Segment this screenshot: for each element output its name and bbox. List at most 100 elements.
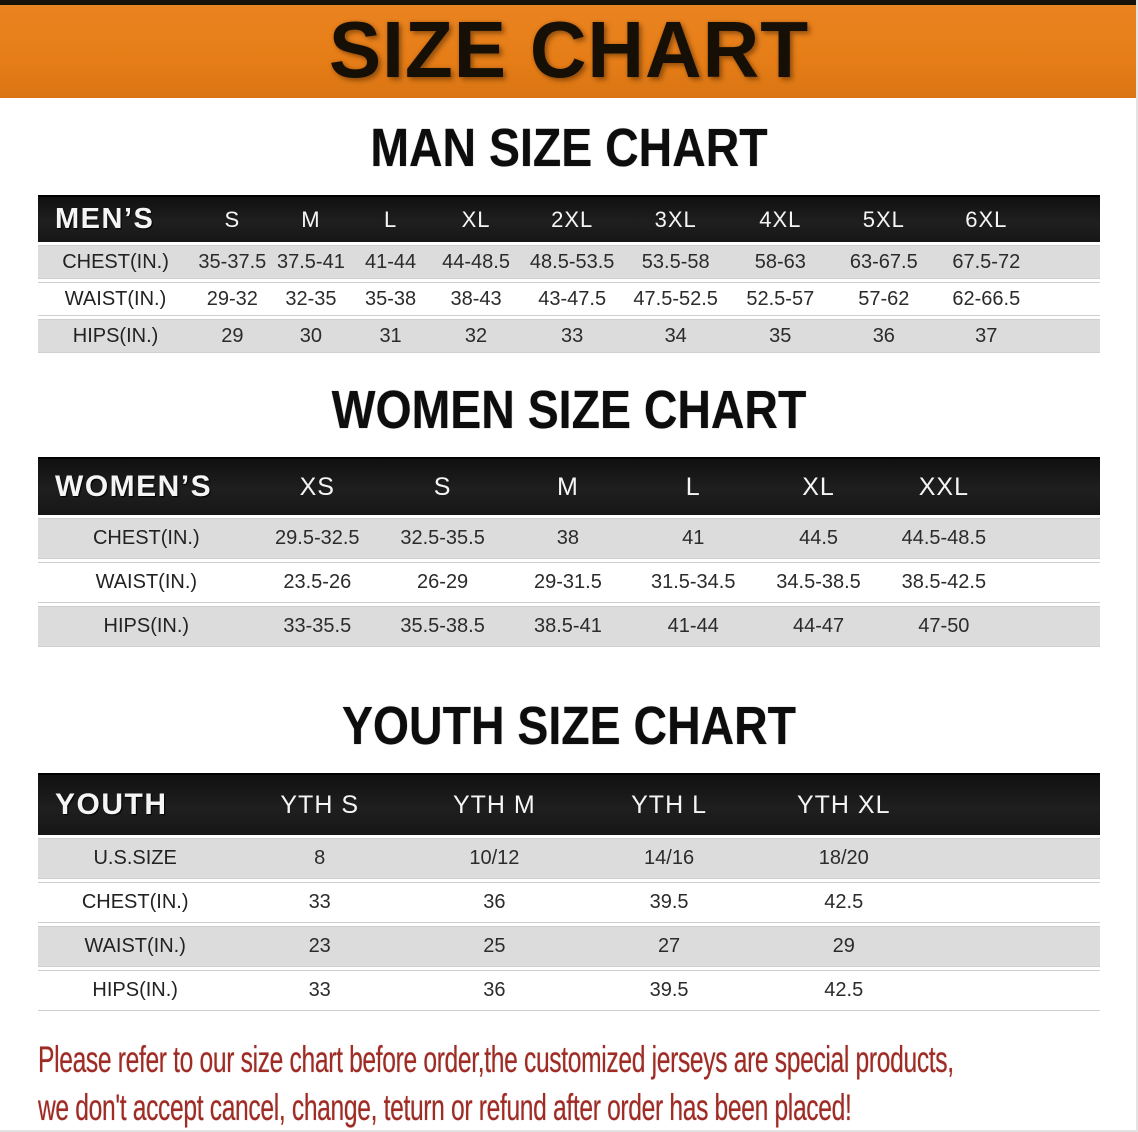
value-cell: 35.5-38.5 [379,606,506,647]
row-label-cell: CHEST(IN.) [38,882,233,923]
disclaimer-line-1-text: Please refer to our size chart before or… [38,1039,954,1080]
women-size-table: WOMEN’S XS S M L XL XXL CHEST(IN.) 29.5-32.5 32.5… [38,454,1100,650]
value-cell: 41 [630,518,756,559]
men-size-table: MEN’S S M L XL 2XL 3XL 4XL 5XL 6XL CHEST(IN.) 35-37… [38,192,1100,356]
value-cell: 44-48.5 [430,245,522,279]
value-cell: 39.5 [581,882,757,923]
value-cell: 34.5-38.5 [755,562,882,603]
size-column-header: L [350,195,431,242]
value-cell: 8 [232,838,408,879]
value-cell: 35-37.5 [193,245,272,279]
value-cell: 38 [505,518,631,559]
value-cell: 63-67.5 [832,245,936,279]
spacer-cell [1037,319,1100,353]
size-column-header: 3XL [623,195,729,242]
row-label-cell: HIPS(IN.) [38,319,194,353]
group-label-cell: MEN’S [38,195,194,242]
group-label-cell: WOMEN’S [38,457,255,515]
spacer-cell [1037,245,1100,279]
value-cell: 33 [521,319,624,353]
spacer-cell [1006,562,1100,603]
row-label-cell: WAIST(IN.) [38,926,233,967]
size-column-header: YTH XL [756,773,932,835]
size-column-header: YTH L [581,773,757,835]
row-label-cell: WAIST(IN.) [38,282,194,316]
value-cell: 29.5-32.5 [254,518,380,559]
value-cell: 14/16 [581,838,757,879]
value-cell: 47.5-52.5 [623,282,729,316]
header-row: YOUTH YTH S YTH M YTH L YTH XL [38,773,1100,835]
size-column-header: 5XL [832,195,936,242]
value-cell: 38.5-42.5 [881,562,1007,603]
value-cell: 52.5-57 [728,282,833,316]
value-cell: 43-47.5 [521,282,624,316]
disclaimer-line-2-text: we don't accept cancel, change, teturn o… [38,1087,852,1128]
value-cell: 57-62 [832,282,936,316]
value-cell: 44-47 [755,606,882,647]
value-cell: 37 [935,319,1038,353]
disclaimer-text: Please refer to our size chart before or… [38,1036,1100,1132]
size-column-header: XL [755,457,882,515]
size-chart-banner: SIZE CHART [0,0,1138,98]
section-title-women: WOMEN SIZE CHART [0,380,1138,440]
spacer-cell [931,773,1100,835]
spacer-cell [931,970,1100,1011]
spacer-cell [1037,195,1100,242]
measurement-row: CHEST(IN.) 35-37.5 37.5-41 41-44 44-48.5 48.5… [38,245,1100,279]
value-cell: 23.5-26 [254,562,380,603]
size-column-header: L [630,457,756,515]
women-size-chart-section: WOMEN SIZE CHART WOMEN’S XS S M L XL XXL CHEST(… [0,380,1138,650]
row-label-cell: HIPS(IN.) [38,970,233,1011]
size-column-header: 4XL [728,195,833,242]
measurement-row: CHEST(IN.) 29.5-32.5 32.5-35.5 38 41 44.5 44.5… [38,518,1100,559]
value-cell: 36 [407,970,582,1011]
value-cell: 36 [407,882,582,923]
row-label-cell: U.S.SIZE [38,838,233,879]
value-cell: 44.5 [755,518,882,559]
header-row: WOMEN’S XS S M L XL XXL [38,457,1100,515]
value-cell: 48.5-53.5 [521,245,624,279]
measurement-row: U.S.SIZE 8 10/12 14/16 18/20 [38,838,1100,879]
value-cell: 42.5 [756,882,932,923]
value-cell: 32 [430,319,522,353]
value-cell: 29-31.5 [505,562,631,603]
section-title-youth-text: YOUTH SIZE CHART [341,696,797,756]
value-cell: 33 [232,970,408,1011]
spacer-cell [931,882,1100,923]
size-column-header: 2XL [521,195,624,242]
value-cell: 42.5 [756,970,932,1011]
youth-size-chart-section: YOUTH SIZE CHART YOUTH YTH S YTH M YTH L YTH… [0,696,1138,1014]
value-cell: 35 [728,319,833,353]
value-cell: 31 [350,319,431,353]
disclaimer-line-2: we don't accept cancel, change, teturn o… [38,1084,1100,1132]
disclaimer-line-1: Please refer to our size chart before or… [38,1036,1100,1084]
value-cell: 37.5-41 [271,245,351,279]
value-cell: 30 [271,319,351,353]
value-cell: 36 [832,319,936,353]
row-label-cell: CHEST(IN.) [38,245,194,279]
value-cell: 35-38 [350,282,431,316]
value-cell: 47-50 [881,606,1007,647]
section-title-women-text: WOMEN SIZE CHART [331,380,807,440]
size-column-header: S [379,457,506,515]
value-cell: 18/20 [756,838,932,879]
spacer-cell [931,926,1100,967]
youth-size-table: YOUTH YTH S YTH M YTH L YTH XL U.S.SIZE 8 10/12… [38,770,1100,1014]
spacer-cell [931,838,1100,879]
measurement-row: WAIST(IN.) 29-32 32-35 35-38 38-43 43-47.5 47.… [38,282,1100,316]
value-cell: 39.5 [581,970,757,1011]
value-cell: 32.5-35.5 [379,518,506,559]
size-column-header: YTH S [232,773,408,835]
size-column-header: M [271,195,351,242]
value-cell: 38-43 [430,282,522,316]
value-cell: 10/12 [407,838,582,879]
size-column-header: 6XL [935,195,1038,242]
value-cell: 29 [193,319,272,353]
value-cell: 26-29 [379,562,506,603]
size-column-header: S [193,195,272,242]
row-label-cell: HIPS(IN.) [38,606,255,647]
spacer-cell [1006,518,1100,559]
men-size-chart-section: MAN SIZE CHART MEN’S S M L XL 2XL 3XL 4XL 5XL 6XL… [0,121,1138,356]
spacer-cell [1037,282,1100,316]
value-cell: 23 [232,926,408,967]
